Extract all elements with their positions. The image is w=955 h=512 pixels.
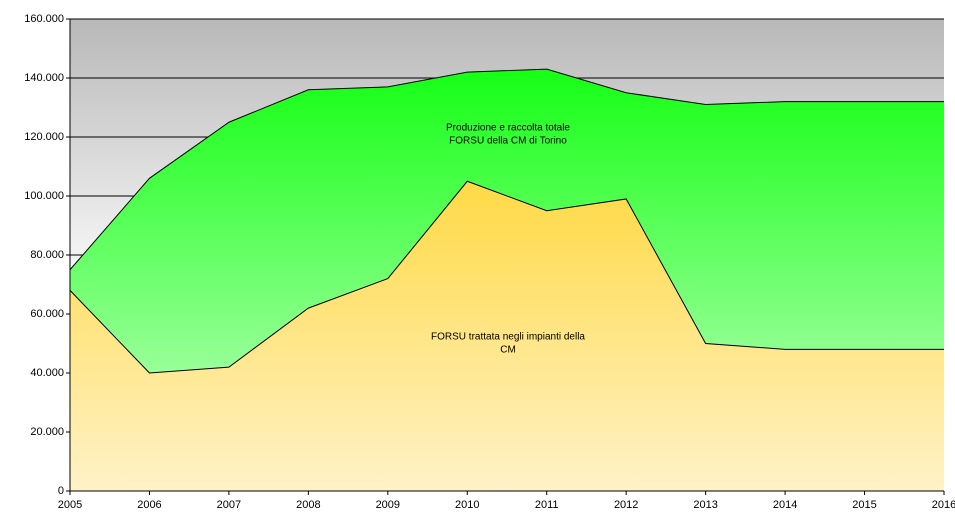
y-tick-label: 0 xyxy=(58,485,64,497)
x-tick-label: 2005 xyxy=(58,499,82,511)
x-tick-label: 2006 xyxy=(137,499,161,511)
x-tick-label: 2014 xyxy=(773,499,797,511)
y-tick-label: 100.000 xyxy=(24,190,64,202)
y-tick-label: 140.000 xyxy=(24,72,64,84)
x-tick-label: 2011 xyxy=(535,499,559,511)
y-tick-label: 160.000 xyxy=(24,13,64,25)
area-line xyxy=(69,180,944,374)
y-tick-label: 40.000 xyxy=(30,367,64,379)
y-tick-label: 60.000 xyxy=(30,308,64,320)
area-line xyxy=(69,68,944,271)
x-tick-label: 2016 xyxy=(932,499,955,511)
annotation: FORSU trattata negli impianti della xyxy=(431,332,585,343)
x-tick-label: 2008 xyxy=(296,499,320,511)
annotation: CM xyxy=(500,345,516,356)
x-tick-label: 2009 xyxy=(376,499,400,511)
x-tick-label: 2007 xyxy=(217,499,241,511)
x-tick-label: 2010 xyxy=(455,499,479,511)
y-tick-label: 120.000 xyxy=(24,131,64,143)
x-tick-label: 2012 xyxy=(614,499,638,511)
area xyxy=(70,181,944,491)
x-tick-label: 2013 xyxy=(693,499,717,511)
annotation: FORSU della CM di Torino xyxy=(449,136,567,147)
annotation: Produzione e raccolta totale xyxy=(446,123,570,134)
y-tick-label: 20.000 xyxy=(30,426,64,438)
x-tick-label: 2015 xyxy=(852,499,876,511)
y-tick-label: 80.000 xyxy=(30,249,64,261)
